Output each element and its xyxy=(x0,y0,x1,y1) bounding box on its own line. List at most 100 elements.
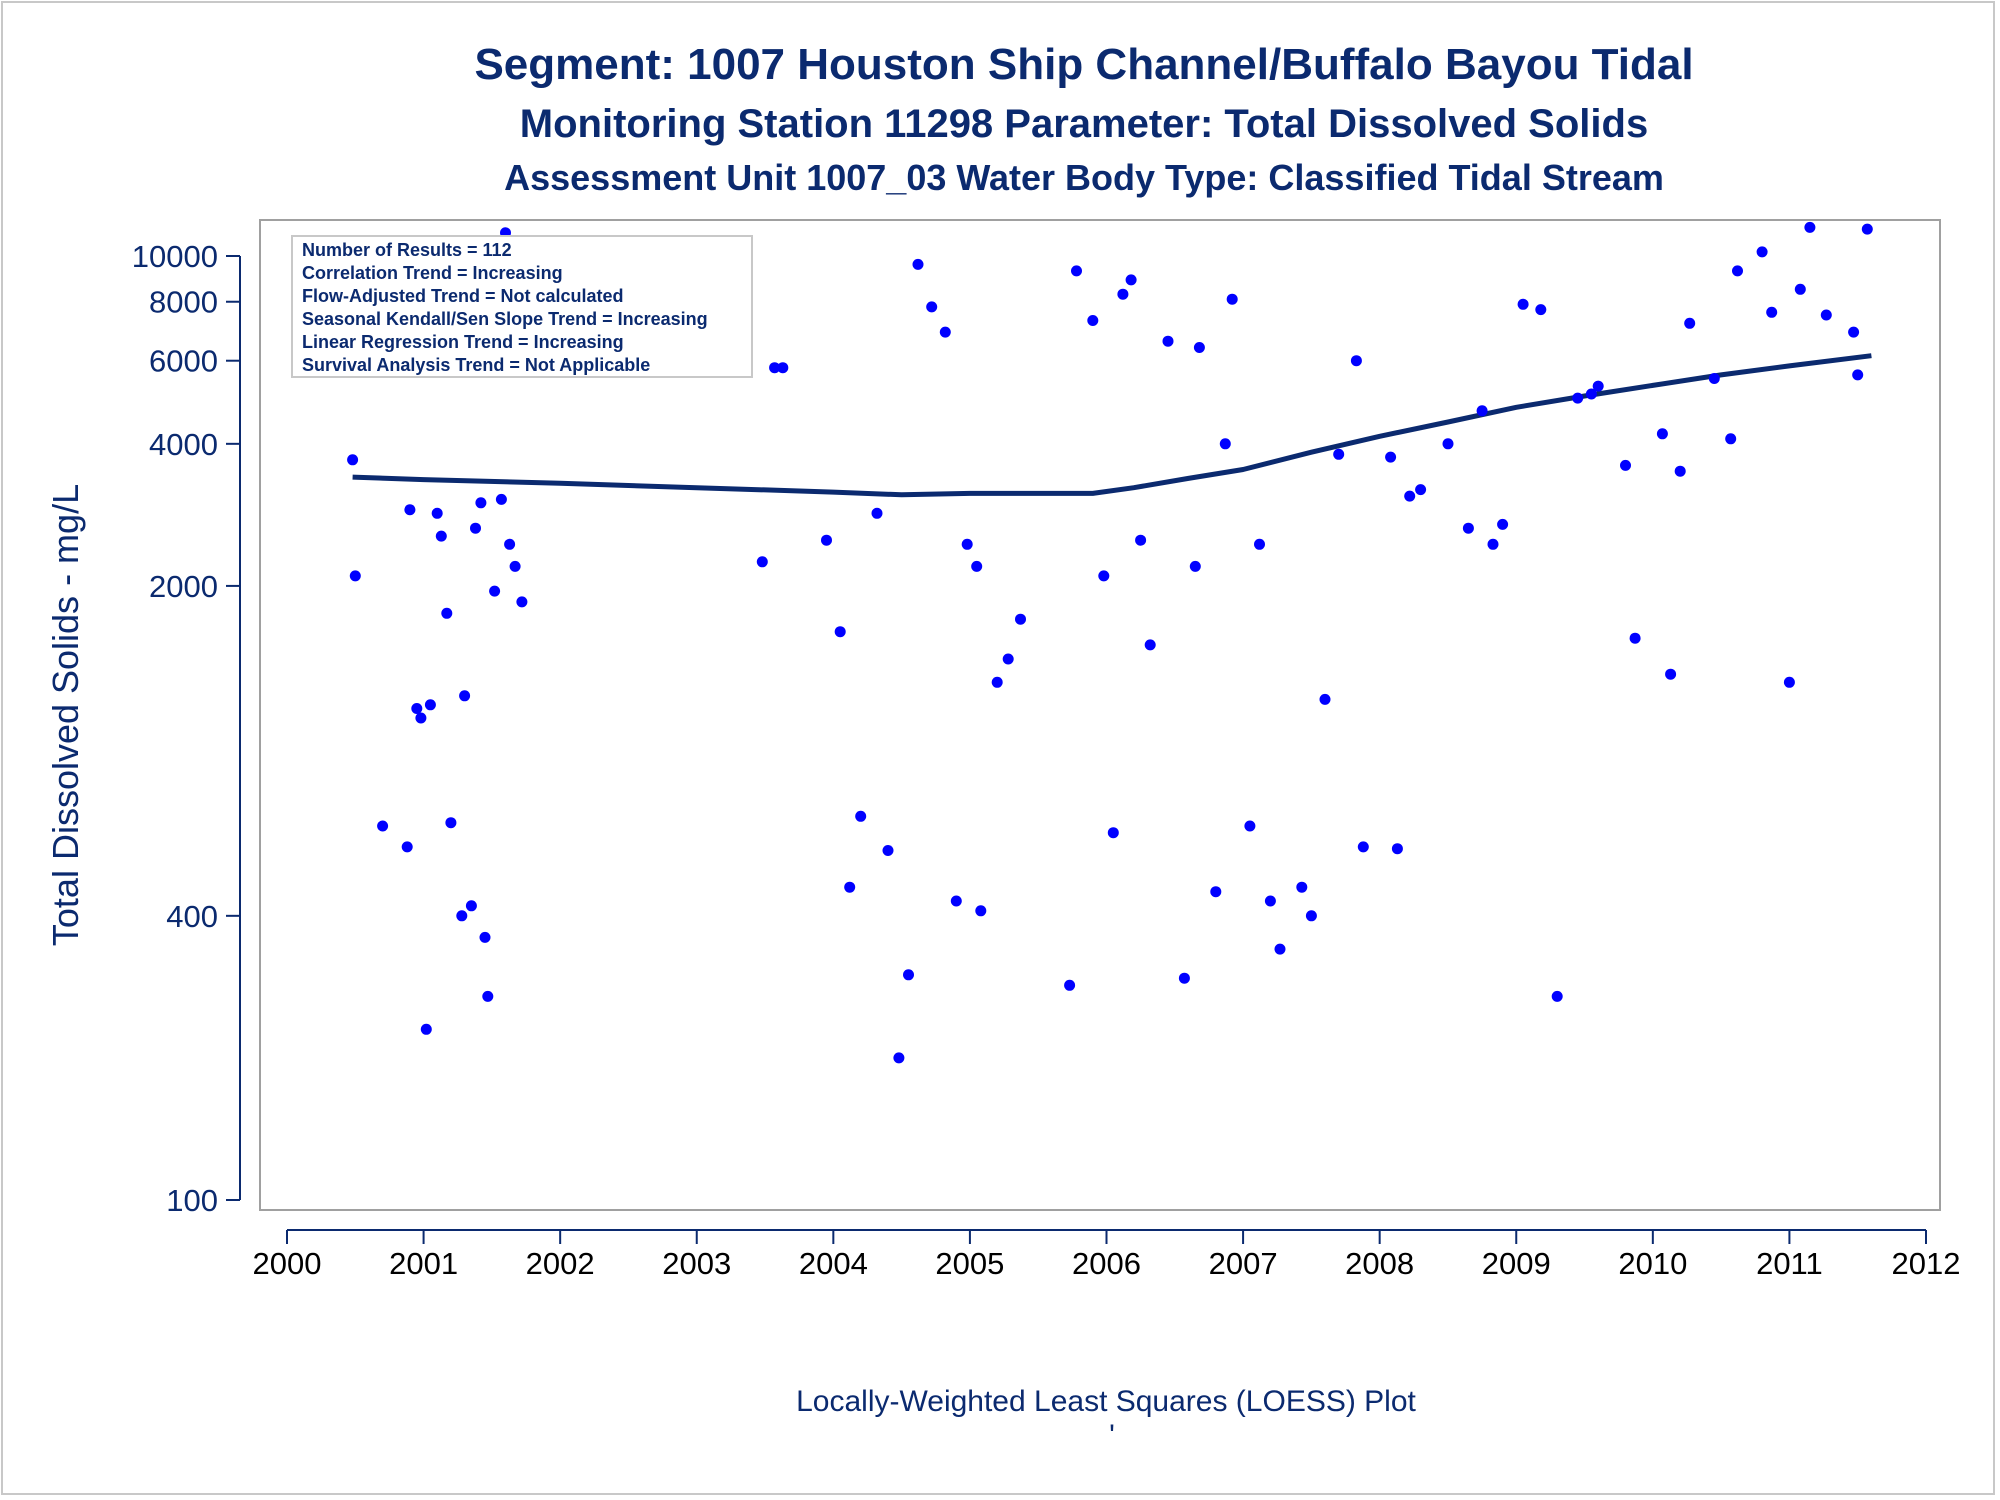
data-point xyxy=(1264,895,1276,907)
data-point xyxy=(1125,274,1137,286)
data-point xyxy=(1766,306,1778,318)
y-tick-label: 10000 xyxy=(132,239,218,274)
data-point xyxy=(975,905,987,917)
data-point xyxy=(1254,538,1265,550)
data-point xyxy=(1162,335,1174,347)
y-tick-label: 8000 xyxy=(149,285,218,320)
y-axis-label: Total Dissolved Solids - mg/L xyxy=(45,484,86,946)
data-point xyxy=(509,560,521,572)
data-point xyxy=(424,699,436,711)
data-point xyxy=(1385,451,1397,463)
data-point xyxy=(1476,405,1488,417)
x-tick-label: 2011 xyxy=(1756,1246,1823,1281)
legend-line: Flow-Adjusted Trend = Not calculated xyxy=(302,286,624,306)
data-point xyxy=(1357,841,1369,853)
data-point xyxy=(1087,315,1099,326)
data-point xyxy=(1656,428,1668,440)
legend-line: Linear Regression Trend = Increasing xyxy=(302,332,624,352)
data-point xyxy=(1071,265,1082,277)
x-tick-label: 2012 xyxy=(1892,1246,1961,1281)
data-point xyxy=(1620,459,1631,471)
data-point xyxy=(1219,438,1231,450)
footnote: Locally-Weighted Least Squares (LOESS) P… xyxy=(796,1385,1416,1418)
y-tick-label: 100 xyxy=(166,1183,218,1218)
x-tick-label: 2003 xyxy=(662,1246,731,1281)
data-point xyxy=(459,690,471,702)
y-tick-label: 4000 xyxy=(149,427,218,462)
data-point xyxy=(1665,668,1677,680)
data-point xyxy=(882,845,894,856)
data-point xyxy=(1684,317,1696,329)
data-point xyxy=(1333,448,1345,460)
data-point xyxy=(926,301,938,313)
data-point xyxy=(1517,298,1529,310)
data-point xyxy=(961,538,973,550)
data-point xyxy=(347,454,359,466)
data-point xyxy=(482,990,494,1002)
data-point xyxy=(893,1052,905,1064)
data-point xyxy=(844,881,856,893)
data-point xyxy=(1350,355,1362,367)
data-point xyxy=(415,712,427,724)
data-point xyxy=(1415,484,1427,496)
data-point xyxy=(1794,283,1806,295)
data-point xyxy=(411,703,423,714)
data-point xyxy=(769,362,781,374)
legend-line: Seasonal Kendall/Sen Slope Trend = Incre… xyxy=(302,309,708,329)
data-points xyxy=(347,221,1873,1064)
x-tick-label: 2010 xyxy=(1618,1246,1687,1281)
data-point xyxy=(1117,288,1129,300)
data-point xyxy=(1783,676,1795,688)
data-point xyxy=(1848,326,1860,338)
data-point xyxy=(1551,990,1563,1002)
x-tick-label: 2005 xyxy=(935,1246,1004,1281)
data-point xyxy=(401,841,413,853)
data-point xyxy=(489,585,501,597)
data-point xyxy=(349,570,361,582)
x-tick-label: 2002 xyxy=(526,1246,595,1281)
data-point xyxy=(1391,843,1403,855)
data-point xyxy=(1592,380,1604,392)
data-point xyxy=(855,810,867,822)
x-tick-label: 2000 xyxy=(253,1246,322,1281)
loess-trend-line xyxy=(352,353,1872,498)
data-point xyxy=(1535,304,1547,316)
x-tick-label: 2007 xyxy=(1209,1246,1278,1281)
data-point xyxy=(404,504,416,516)
data-point xyxy=(441,607,453,619)
data-point xyxy=(1462,522,1474,534)
data-point xyxy=(1193,342,1205,353)
data-point xyxy=(834,626,846,638)
data-point xyxy=(1708,373,1720,384)
data-point xyxy=(1487,538,1499,550)
x-tick-label: 2009 xyxy=(1482,1246,1551,1281)
data-point xyxy=(1804,221,1816,233)
data-point xyxy=(420,1023,432,1035)
data-point xyxy=(821,534,832,546)
y-tick-label: 2000 xyxy=(149,569,218,604)
data-point xyxy=(1442,438,1454,450)
legend-line: Number of Results = 112 xyxy=(302,240,512,260)
data-point xyxy=(465,900,477,912)
data-point xyxy=(1861,223,1873,235)
data-point xyxy=(470,522,481,534)
data-point xyxy=(1852,369,1864,381)
footnote-mark: ' xyxy=(1109,1419,1115,1452)
data-point xyxy=(1756,246,1768,258)
data-point xyxy=(1404,490,1416,502)
data-point xyxy=(777,362,789,374)
data-point xyxy=(1178,972,1190,984)
stats-legend: Number of Results = 112 Correlation Tren… xyxy=(291,235,753,378)
data-point xyxy=(1189,560,1201,572)
data-point xyxy=(1135,534,1147,546)
data-point xyxy=(1015,613,1026,625)
data-point xyxy=(1732,265,1743,277)
data-point xyxy=(1629,632,1641,644)
data-point xyxy=(504,538,516,550)
data-point xyxy=(431,507,443,519)
x-tick-label: 2004 xyxy=(799,1246,868,1281)
trend-line-group xyxy=(352,353,1872,498)
data-point xyxy=(1098,570,1110,582)
data-point xyxy=(1002,653,1014,665)
